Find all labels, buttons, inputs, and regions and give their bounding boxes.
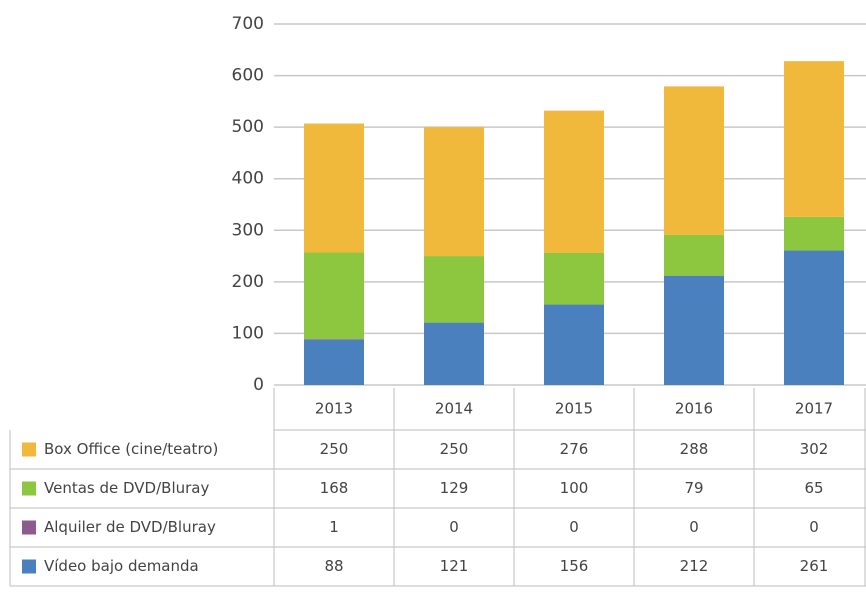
legend-swatch	[22, 481, 36, 496]
table-value: 288	[680, 440, 709, 458]
table-value: 212	[680, 557, 709, 575]
bar-segment	[664, 234, 724, 276]
table-value: 0	[689, 518, 699, 536]
legend-label: Vídeo bajo demanda	[44, 557, 199, 575]
y-tick-label: 600	[232, 66, 264, 86]
bar-segment	[664, 275, 724, 385]
bar-segment	[544, 304, 604, 385]
x-tick-label: 2014	[435, 400, 473, 418]
y-tick-label: 700	[232, 14, 264, 34]
y-tick-label: 0	[253, 375, 264, 395]
table-value: 65	[804, 479, 823, 497]
y-tick-label: 400	[232, 169, 264, 189]
x-tick-label: 2016	[675, 400, 713, 418]
bar-segment	[424, 256, 484, 323]
table-value: 88	[324, 557, 343, 575]
x-tick-label: 2013	[315, 400, 353, 418]
table-value: 1	[329, 518, 339, 536]
table-value: 302	[800, 440, 829, 458]
table-value: 79	[684, 479, 703, 497]
table-value: 250	[440, 440, 469, 458]
bar-segment	[424, 127, 484, 257]
table-value: 100	[560, 479, 589, 497]
x-tick-label: 2017	[795, 400, 833, 418]
table-value: 0	[569, 518, 579, 536]
legend-swatch	[22, 442, 36, 457]
legend-label: Ventas de DVD/Bluray	[44, 479, 209, 497]
bar-segment	[784, 250, 844, 385]
table-value: 261	[800, 557, 829, 575]
x-tick-label: 2015	[555, 400, 593, 418]
table-value: 250	[320, 440, 349, 458]
bar-segment	[304, 339, 364, 385]
legend-swatch	[22, 520, 36, 535]
table-value: 129	[440, 479, 469, 497]
table-value: 156	[560, 557, 589, 575]
bar-segment	[424, 322, 484, 385]
bar-segment	[304, 339, 364, 340]
table-value: 276	[560, 440, 589, 458]
y-tick-label: 500	[232, 117, 264, 137]
table-value: 168	[320, 479, 349, 497]
table-value: 121	[440, 557, 469, 575]
bar-segment	[544, 110, 604, 253]
y-tick-label: 200	[232, 272, 264, 292]
y-tick-label: 300	[232, 220, 264, 240]
legend-swatch	[22, 559, 36, 574]
legend-label: Box Office (cine/teatro)	[44, 440, 218, 458]
bar-segment	[784, 216, 844, 251]
bar-segment	[304, 252, 364, 340]
table-value: 0	[809, 518, 819, 536]
y-tick-label: 100	[232, 323, 264, 343]
legend-label: Alquiler de DVD/Bluray	[44, 518, 216, 536]
bar-segment	[784, 61, 844, 217]
bar-segment	[664, 86, 724, 235]
bar-segment	[544, 252, 604, 305]
bar-segment	[304, 123, 364, 253]
table-value: 0	[449, 518, 459, 536]
